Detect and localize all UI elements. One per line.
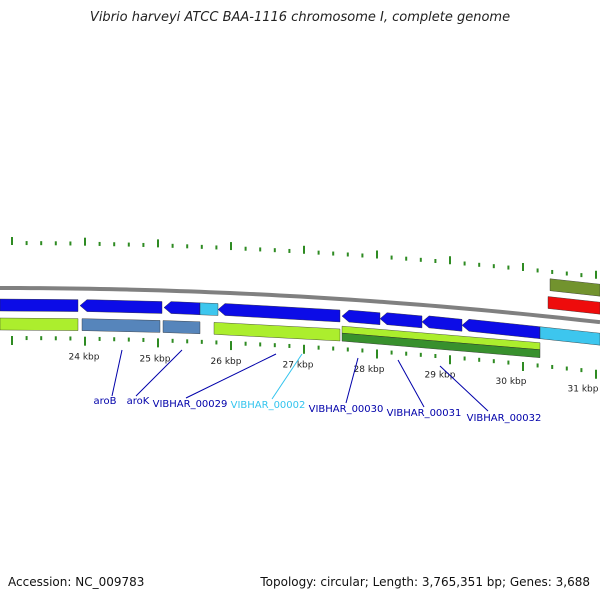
- cds-forward-8: [461, 319, 541, 339]
- scale-label: 31 kbp: [568, 384, 599, 394]
- gene-leader-line: [397, 359, 425, 408]
- scale-label: 26 kbp: [211, 357, 242, 367]
- gene-label: VIBHAR_00002: [231, 400, 306, 411]
- cds-forward-4: [217, 303, 341, 323]
- cds-light-1: [199, 302, 219, 316]
- gene-leader-line: [185, 353, 277, 399]
- accession-text: Accession: NC_009783: [8, 575, 145, 589]
- scale-label: 25 kbp: [140, 354, 171, 364]
- cds-forward-2: [79, 299, 163, 314]
- scale-label: 28 kbp: [354, 365, 385, 375]
- inner-tick-marks: [11, 336, 597, 379]
- feature-steelblue-2: [162, 320, 201, 335]
- scale-label: 27 kbp: [283, 360, 314, 370]
- cds-forward-1: [0, 298, 79, 312]
- genome-stats-text: Topology: circular; Length: 3,765,351 bp…: [260, 575, 590, 589]
- gene-leader-line: [271, 353, 303, 400]
- cds-forward-6: [379, 312, 423, 329]
- cds-forward-5: [341, 309, 381, 325]
- feature-yellow-2: [213, 322, 341, 342]
- feature-darkgreen-1: [341, 332, 541, 358]
- gene-labels: aroB aroK VIBHAR_00029 VIBHAR_00002 VIBHAR_0…: [94, 349, 542, 424]
- gene-label: aroB: [94, 396, 117, 407]
- scale-labels: 24 kbp 25 kbp 26 kbp 27 kbp 28 kbp 29 kbp 30 k…: [69, 353, 599, 395]
- cds-forward-7: [421, 315, 463, 332]
- feature-olive-1: [549, 278, 600, 297]
- cds-light-2: [539, 326, 600, 346]
- backbone-line: [0, 286, 600, 325]
- scale-label: 30 kbp: [496, 377, 527, 387]
- feature-yellow-1: [0, 317, 79, 331]
- gene-leader-line: [345, 357, 359, 404]
- gene-leader-line: [439, 365, 489, 412]
- gene-label: VIBHAR_00032: [467, 413, 542, 424]
- gene-leader-line: [111, 349, 123, 397]
- scale-label: 29 kbp: [425, 370, 456, 380]
- feature-track: [0, 278, 600, 358]
- scale-label: 24 kbp: [69, 353, 100, 363]
- gene-label: aroK: [127, 396, 150, 407]
- map-title: Vibrio harveyi ATCC BAA-1116 chromosome …: [89, 10, 511, 25]
- outer-tick-marks: [11, 237, 597, 279]
- cds-forward-3: [163, 301, 201, 316]
- feature-red-1: [547, 296, 600, 315]
- feature-steelblue-1: [81, 318, 161, 333]
- gene-label: VIBHAR_00031: [387, 408, 462, 419]
- gene-label: VIBHAR_00029: [153, 399, 228, 410]
- gene-label: VIBHAR_00030: [309, 404, 384, 415]
- gene-leader-line: [135, 349, 183, 397]
